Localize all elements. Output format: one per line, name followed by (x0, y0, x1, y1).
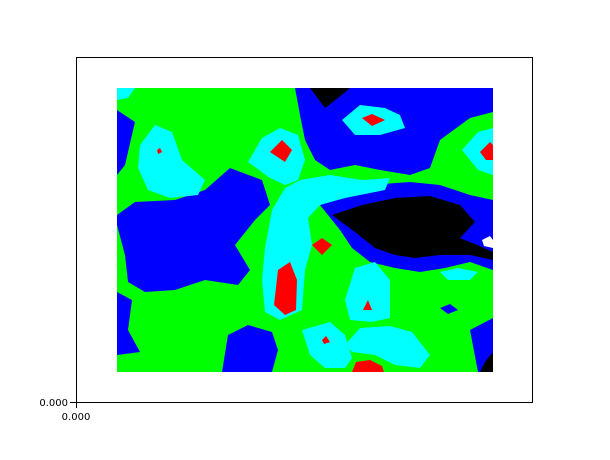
contour-field (117, 88, 493, 372)
contour-region-black-right (332, 196, 493, 260)
contour-region-red-2 (312, 238, 332, 255)
contour-region-cyan-right (462, 128, 493, 175)
contour-region-cyan-left (138, 125, 205, 198)
contour-region-blue-left (117, 110, 135, 175)
contour-region-cyan-upper (248, 128, 305, 185)
contour-region-red-5 (480, 142, 493, 160)
contour-region-black-corner (480, 352, 493, 372)
contour-region-red-4 (362, 114, 385, 126)
contour-region-cyan-smallright (440, 268, 478, 280)
contour-region-white (482, 236, 493, 248)
contour-region-blue-small-1 (440, 304, 458, 314)
contour-region-cyan-topleft (117, 88, 135, 100)
contour-region-cyan-bottom (302, 322, 352, 368)
contour-region-blue-bottomright (470, 318, 493, 372)
y-tick-label: 0.000 (39, 398, 68, 409)
contour-region-red-7 (322, 336, 330, 344)
contour-region-red-3 (274, 262, 297, 315)
plot-frame (76, 57, 533, 403)
x-tick-label: 0.000 (62, 412, 91, 423)
contour-region-black-top (310, 88, 350, 108)
contour-region-red-6 (363, 300, 372, 310)
contour-region-blue-bottomleft (117, 292, 140, 355)
contour-region-cyan-lower (345, 262, 390, 322)
contour-region-blue-center (117, 168, 270, 292)
contour-region-cyan-bottomcenter (345, 326, 430, 368)
contour-region-red-1 (270, 140, 292, 162)
contour-region-blue-bottom (222, 325, 278, 372)
contour-region-red-8 (352, 360, 384, 372)
contour-region-blue-top (295, 88, 493, 175)
contour-region-red-dot (157, 148, 162, 154)
